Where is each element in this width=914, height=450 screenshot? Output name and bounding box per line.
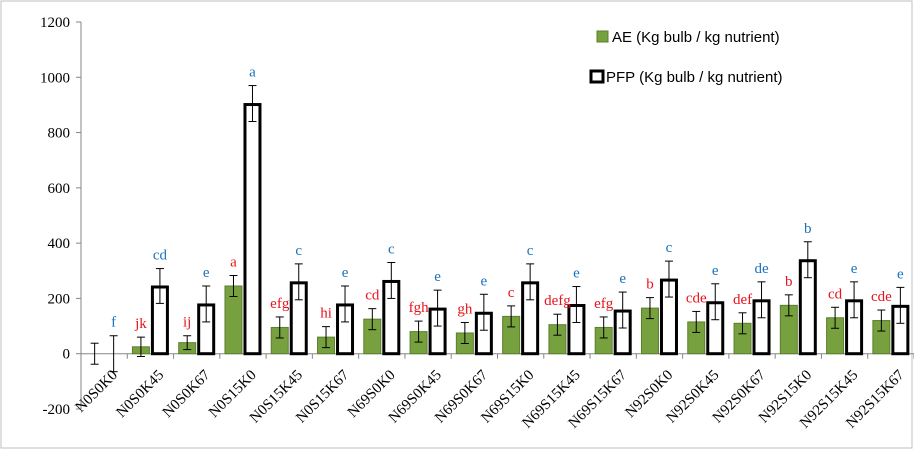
- legend: AE (Kg bulb / kg nutrient) PFP (Kg bulb …: [589, 29, 782, 86]
- y-axis: -200 0 200 400 600 800 1000 1200: [40, 15, 82, 418]
- ae-significance-letter: defg: [544, 293, 571, 309]
- pfp-significance-letter: e: [897, 266, 904, 282]
- pfp-significance-letter: de: [754, 261, 769, 277]
- pfp-significance-letter: f: [111, 315, 116, 331]
- ae-significance-letter: jk: [134, 316, 147, 332]
- ae-significance-letter: cd: [828, 286, 843, 302]
- pfp-significance-letter: c: [388, 241, 395, 257]
- legend-label-ae: AE (Kg bulb / kg nutrient): [612, 29, 780, 46]
- y-tick-label: -200: [43, 402, 71, 418]
- ae-significance-letter: ij: [183, 315, 191, 331]
- pfp-significance-letter: e: [481, 273, 488, 289]
- y-tick-label: 1200: [40, 15, 70, 31]
- y-tick-label: 800: [48, 126, 71, 142]
- y-tick-label: 400: [48, 236, 71, 252]
- ae-significance-letter: def: [733, 292, 752, 308]
- y-tick-label: 200: [48, 291, 71, 307]
- bar-marks: [90, 85, 910, 373]
- ae-significance-letter: hi: [320, 306, 332, 322]
- y-tick-label: 600: [48, 181, 71, 197]
- legend-swatch-ae: [596, 30, 609, 43]
- pfp-significance-letter: e: [619, 271, 626, 287]
- ae-significance-letter: efg: [594, 296, 614, 312]
- y-tick-label: 1000: [40, 70, 70, 86]
- legend-swatch-pfp: [589, 69, 605, 84]
- ae-significance-letter: efg: [270, 296, 290, 312]
- y-tick-label: 0: [63, 347, 71, 363]
- pfp-significance-letter: e: [573, 266, 580, 282]
- pfp-significance-letter: e: [851, 261, 858, 277]
- ae-significance-letter: a: [230, 254, 237, 270]
- pfp-significance-letter: e: [342, 265, 349, 281]
- ae-significance-letter: gh: [457, 301, 473, 317]
- ae-significance-letter: cde: [686, 290, 707, 306]
- ae-significance-letter: fgh: [409, 300, 429, 316]
- pfp-significance-letter: e: [203, 265, 210, 281]
- pfp-significance-letter: e: [712, 263, 719, 279]
- pfp-significance-letter: cd: [153, 248, 168, 264]
- ae-significance-letter: cde: [871, 289, 892, 305]
- pfp-significance-letter: a: [249, 65, 256, 81]
- pfp-significance-letter: c: [666, 240, 673, 256]
- pfp-significance-letter: c: [295, 243, 302, 259]
- pfp-significance-letter: e: [434, 269, 441, 285]
- ae-significance-letter: c: [508, 285, 515, 301]
- pfp-significance-letter: b: [804, 221, 812, 237]
- ae-significance-letter: cd: [365, 288, 380, 304]
- ae-significance-letter: b: [646, 277, 654, 293]
- ae-significance-letter: b: [785, 274, 793, 290]
- pfp-bar: [243, 103, 262, 356]
- legend-label-pfp: PFP (Kg bulb / kg nutrient): [606, 69, 782, 86]
- pfp-significance-letter: c: [527, 243, 534, 259]
